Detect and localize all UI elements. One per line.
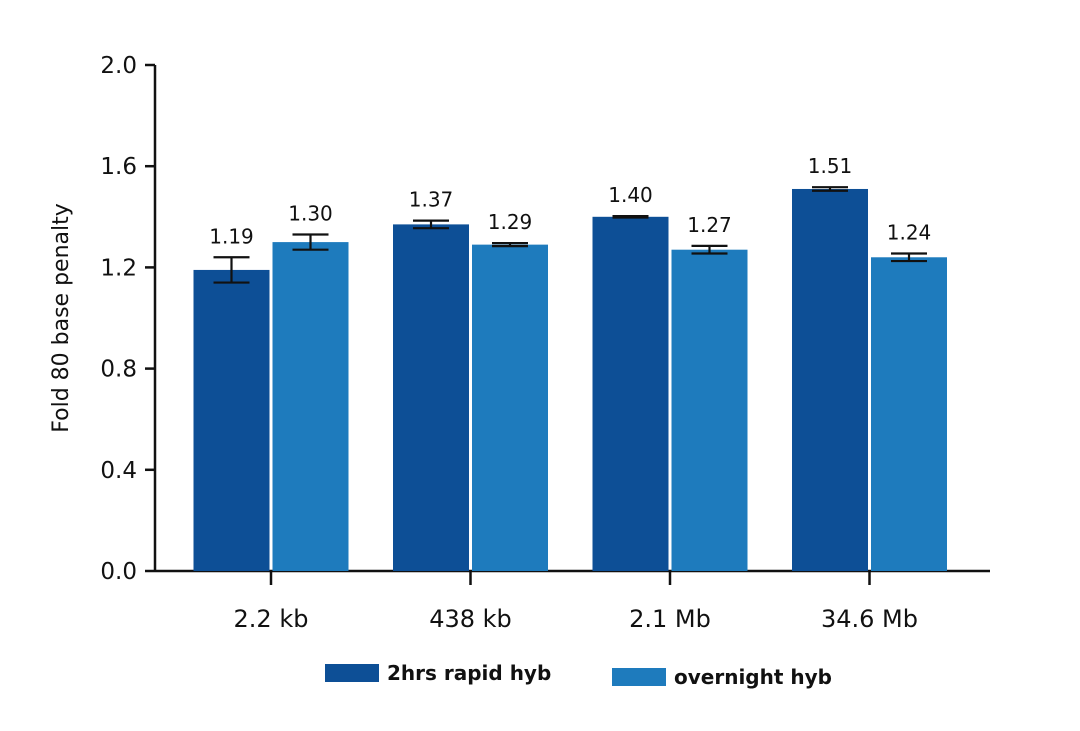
legend: 2hrs rapid hyb overnight hyb: [325, 661, 832, 689]
labels: 2.2 kb 1.19 1.30 438 kb 1.37 1.29 2.1 Mb 1.40 1.…: [209, 154, 931, 633]
bar: [193, 269, 270, 571]
data-label: 1.24: [887, 220, 932, 244]
bar: [792, 188, 868, 571]
x-tick-label: 2.2 kb: [234, 605, 309, 633]
bar: [272, 242, 349, 571]
y-axis-title: Fold 80 base penalty: [49, 203, 74, 433]
data-label: 1.40: [608, 183, 653, 207]
y-tick-label: 0.0: [100, 559, 137, 585]
x-tick-label: 2.1 Mb: [629, 605, 711, 633]
bar: [671, 249, 748, 571]
bar: [393, 224, 469, 571]
data-label: 1.51: [808, 154, 853, 178]
y-tick-label: 2.0: [100, 53, 137, 79]
data-label: 1.30: [288, 202, 333, 226]
legend-label: overnight hyb: [674, 665, 832, 689]
y-tick-label: 0.8: [100, 357, 137, 383]
x-tick-label: 34.6 Mb: [821, 605, 918, 633]
y-tick-label: 1.6: [100, 154, 137, 180]
y-tick-label: 1.2: [100, 255, 137, 281]
legend-swatch: [612, 668, 666, 686]
bar: [472, 244, 548, 571]
bar: [871, 257, 947, 571]
legend-swatch: [325, 664, 379, 682]
data-label: 1.27: [687, 213, 732, 237]
bars: [193, 186, 947, 572]
x-tick-label: 438 kb: [429, 605, 512, 633]
data-label: 1.37: [409, 188, 454, 212]
bar: [592, 216, 669, 572]
data-label: 1.19: [209, 224, 254, 248]
legend-label: 2hrs rapid hyb: [387, 661, 551, 685]
data-label: 1.29: [488, 210, 533, 234]
y-tick-label: 0.4: [100, 458, 137, 484]
